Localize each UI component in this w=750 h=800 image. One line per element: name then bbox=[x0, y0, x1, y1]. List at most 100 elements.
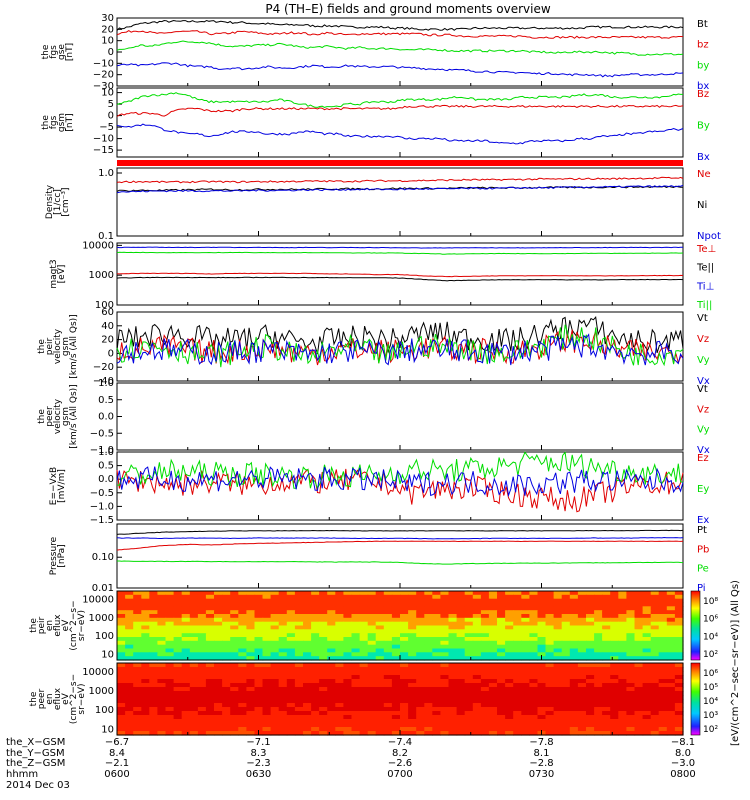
heatmap-cell bbox=[537, 671, 547, 676]
heatmap-cell bbox=[586, 602, 595, 607]
heatmap-cell bbox=[464, 671, 474, 676]
heatmap-cell bbox=[246, 711, 256, 716]
heatmap-cell bbox=[610, 699, 619, 704]
heatmap-cell bbox=[359, 610, 369, 615]
heatmap-cell bbox=[173, 591, 183, 596]
x-axis-row-label: the_X−GSM bbox=[6, 737, 65, 748]
heatmap-cell bbox=[335, 667, 344, 672]
heatmap-cell bbox=[497, 727, 506, 732]
heatmap-cell bbox=[319, 699, 328, 704]
heatmap-cell bbox=[545, 707, 555, 712]
heatmap-cell bbox=[141, 614, 150, 619]
heatmap-cell bbox=[545, 663, 555, 668]
heatmap-cell bbox=[165, 731, 175, 736]
heatmap-cell bbox=[569, 652, 579, 657]
heatmap-cell bbox=[367, 637, 377, 642]
heatmap-cell bbox=[133, 663, 142, 668]
heatmap-cell bbox=[133, 667, 142, 672]
heatmap-cell bbox=[529, 640, 539, 646]
heatmap-cell bbox=[125, 602, 134, 607]
heatmap-cell bbox=[391, 633, 401, 638]
heatmap-cell bbox=[529, 667, 539, 672]
heatmap-cell bbox=[230, 695, 239, 700]
heatmap-cell bbox=[125, 687, 134, 692]
heatmap-cell bbox=[440, 667, 450, 672]
heatmap-cell bbox=[440, 602, 450, 607]
heatmap-cell bbox=[480, 703, 490, 708]
heatmap-cell bbox=[561, 633, 571, 638]
heatmap-cell bbox=[238, 602, 247, 607]
heatmap-cell bbox=[642, 629, 652, 634]
heatmap-cell bbox=[432, 640, 441, 646]
heatmap-cell bbox=[319, 656, 328, 661]
heatmap-cell bbox=[586, 629, 595, 634]
heatmap-cell bbox=[173, 625, 183, 630]
heatmap-cell bbox=[456, 679, 466, 684]
heatmap-cell bbox=[586, 610, 595, 615]
heatmap-cell bbox=[521, 606, 530, 611]
legend-Vx: Vx bbox=[697, 445, 710, 456]
heatmap-cell bbox=[674, 707, 684, 712]
heatmap-cell bbox=[626, 652, 636, 657]
heatmap-cell bbox=[456, 617, 466, 623]
heatmap-cell bbox=[359, 637, 369, 642]
heatmap-cell bbox=[222, 691, 231, 696]
series-Te|| bbox=[116, 276, 684, 282]
heatmap-cell bbox=[149, 652, 158, 657]
heatmap-cell bbox=[650, 675, 660, 680]
heatmap-cell bbox=[359, 715, 369, 720]
heatmap-cell bbox=[383, 621, 393, 627]
heatmap-cell bbox=[222, 723, 231, 728]
heatmap-cell bbox=[254, 617, 264, 623]
heatmap-cell bbox=[642, 691, 652, 696]
heatmap-cell bbox=[214, 715, 223, 720]
heatmap-cell bbox=[246, 719, 256, 724]
heatmap-cell bbox=[505, 691, 514, 696]
heatmap-cell bbox=[165, 727, 175, 732]
heatmap-cell bbox=[125, 707, 134, 712]
legend-Ex: Ex bbox=[697, 515, 709, 526]
y-axis-label: [nT] bbox=[65, 113, 75, 131]
legend-Te⊥: Te⊥ bbox=[696, 244, 716, 255]
y-tick-label: 10000 bbox=[82, 595, 114, 606]
heatmap-cell bbox=[246, 699, 256, 704]
heatmap-cell bbox=[117, 675, 126, 680]
heatmap-cell bbox=[246, 715, 256, 720]
heatmap-cell bbox=[505, 591, 514, 596]
colorbar-tick-label: 10² bbox=[703, 725, 718, 735]
heatmap-cell bbox=[658, 671, 668, 676]
heatmap-cell bbox=[416, 695, 425, 700]
heatmap-cell bbox=[505, 617, 514, 623]
heatmap-cell bbox=[497, 699, 506, 704]
heatmap-cell bbox=[117, 598, 126, 604]
y-tick-label: 1.0 bbox=[98, 168, 114, 179]
heatmap-cell bbox=[133, 644, 142, 650]
heatmap-cell bbox=[189, 663, 199, 668]
heatmap-cell bbox=[674, 621, 684, 627]
heatmap-cell bbox=[456, 602, 466, 607]
heatmap-cell bbox=[497, 625, 506, 630]
legend-Vx: Vx bbox=[697, 376, 710, 387]
series-bx bbox=[116, 62, 684, 78]
heatmap-cell bbox=[521, 707, 530, 712]
heatmap-cell bbox=[278, 629, 288, 634]
heatmap-cell bbox=[278, 715, 288, 720]
heatmap-cell bbox=[497, 671, 506, 676]
heatmap-cell bbox=[408, 656, 417, 661]
heatmap-cell bbox=[529, 625, 539, 630]
heatmap-cell bbox=[416, 614, 425, 619]
heatmap-cell bbox=[246, 687, 256, 692]
heatmap-cell bbox=[246, 625, 256, 630]
heatmap-cell bbox=[488, 629, 498, 634]
heatmap-cell bbox=[157, 644, 167, 650]
heatmap-cell bbox=[432, 610, 441, 615]
heatmap-cell bbox=[626, 648, 636, 653]
heatmap-cell bbox=[634, 598, 644, 604]
heatmap-cell bbox=[327, 727, 336, 732]
heatmap-cell bbox=[480, 594, 490, 600]
heatmap-cell bbox=[286, 614, 296, 619]
heatmap-cell bbox=[294, 644, 304, 650]
heatmap-cell bbox=[666, 675, 676, 680]
heatmap-cell bbox=[602, 719, 611, 724]
heatmap-cell bbox=[424, 703, 433, 708]
